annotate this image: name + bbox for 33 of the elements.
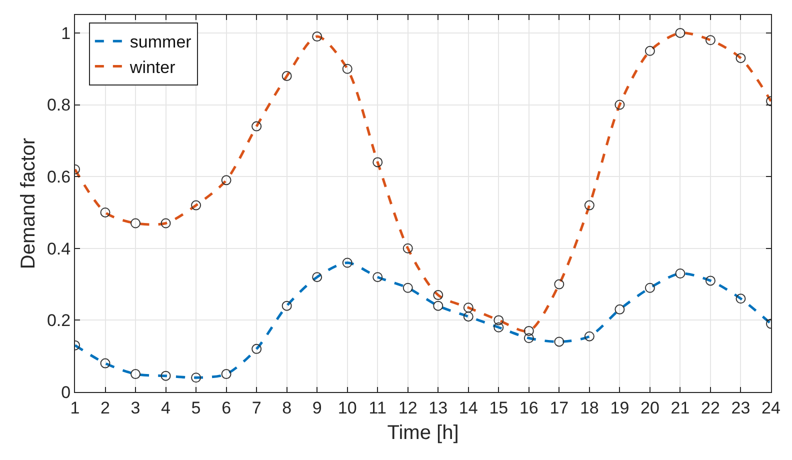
x-tick-label: 19 (610, 398, 630, 418)
y-tick-label: 0 (61, 382, 71, 402)
x-tick-label: 16 (519, 398, 538, 418)
x-tick-label: 14 (458, 398, 478, 418)
x-tick-label: 8 (282, 398, 292, 418)
y-tick-label: 0.6 (46, 168, 71, 187)
x-tick-label: 9 (312, 398, 322, 418)
x-tick-label: 5 (191, 398, 201, 418)
x-tick-label: 23 (731, 398, 750, 418)
x-tick-label: 11 (368, 398, 386, 418)
x-axis-title: Time [h] (387, 422, 459, 444)
legend-label: winter (128, 58, 176, 77)
x-tick-label: 21 (670, 398, 690, 418)
x-tick-label: 22 (701, 398, 720, 418)
x-tick-label: 24 (762, 398, 780, 418)
x-tick-label: 2 (100, 398, 110, 418)
x-tick-label: 10 (338, 398, 357, 418)
y-tick-label: 0.2 (46, 311, 71, 330)
x-tick-label: 15 (489, 398, 508, 418)
y-tick-label: 0.8 (46, 96, 71, 115)
y-tick-label: 1 (61, 24, 71, 43)
x-tick-label: 20 (640, 398, 660, 418)
x-tick-label: 4 (161, 398, 171, 418)
x-tick-label: 18 (580, 398, 599, 418)
legend-label: summer (130, 32, 192, 52)
x-tick-label: 6 (222, 398, 232, 418)
x-tick-label: 12 (398, 398, 418, 418)
x-tick-label: 3 (130, 398, 140, 418)
x-tick-label: 13 (428, 398, 448, 418)
x-tick-label: 17 (550, 398, 569, 418)
x-tick-label: 7 (252, 398, 262, 418)
y-tick-label: 0.4 (46, 239, 71, 258)
y-axis-title: Demand factor (17, 138, 40, 270)
